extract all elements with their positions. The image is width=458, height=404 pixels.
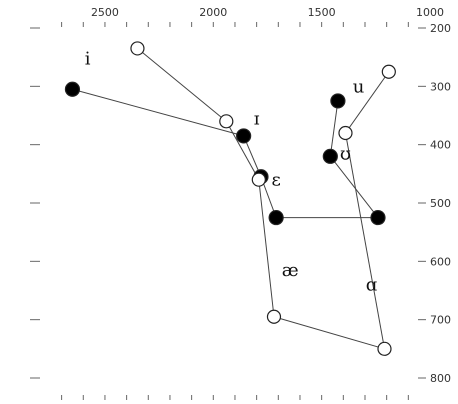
series-segment	[225, 121, 260, 180]
vowel-label: ʊ	[340, 143, 351, 164]
vowel-label: u	[353, 76, 365, 97]
x-axis-top: 2500 2000 1500 1000	[61, 6, 444, 27]
y-tick-label: 700	[430, 314, 451, 327]
vowel-label: æ	[282, 260, 299, 281]
y-tick-label: 400	[430, 139, 451, 152]
series-segment	[345, 71, 390, 134]
x-tick-label: 1500	[308, 6, 336, 19]
y-tick-label: 800	[430, 372, 451, 385]
open-point	[251, 172, 266, 187]
y-axis-left	[30, 27, 40, 379]
data-points	[64, 41, 396, 356]
filled-point	[330, 93, 346, 109]
vowel-label: i	[85, 48, 91, 69]
y-tick-label: 200	[430, 22, 451, 35]
filled-point	[322, 148, 338, 164]
vowel-label: ɪ	[254, 108, 260, 129]
filled-point	[64, 81, 81, 97]
y-tick-label: 500	[430, 197, 451, 210]
open-point	[219, 114, 234, 129]
x-tick-label: 2500	[91, 6, 119, 19]
series-segment	[72, 88, 244, 137]
open-point	[377, 341, 392, 356]
vowel-labels: i ɪ ɛ æ ɑ ʊ u	[85, 48, 378, 295]
series-segment	[273, 316, 385, 350]
vowel-label: ɛ	[271, 170, 280, 191]
series-segment	[258, 179, 275, 317]
series-segment	[137, 48, 227, 122]
open-point	[338, 125, 353, 141]
series-lines	[72, 48, 390, 350]
series-segment	[329, 100, 339, 157]
series-segment	[329, 156, 379, 218]
x-tick-label: 2000	[199, 6, 227, 19]
filled-point	[370, 209, 386, 226]
series-segment	[344, 132, 385, 349]
filled-point	[236, 128, 252, 144]
vowel-label: ɑ	[366, 275, 378, 296]
open-point	[130, 41, 145, 56]
y-tick-label: 300	[430, 80, 451, 93]
open-point	[266, 309, 282, 324]
filled-point	[268, 209, 284, 226]
open-point	[381, 64, 396, 79]
y-axis-right: 200 300 400 500 600 700 800	[418, 22, 451, 385]
x-tick-label: 1000	[416, 6, 444, 19]
y-tick-label: 600	[430, 255, 451, 268]
x-axis-bottom	[61, 395, 409, 400]
